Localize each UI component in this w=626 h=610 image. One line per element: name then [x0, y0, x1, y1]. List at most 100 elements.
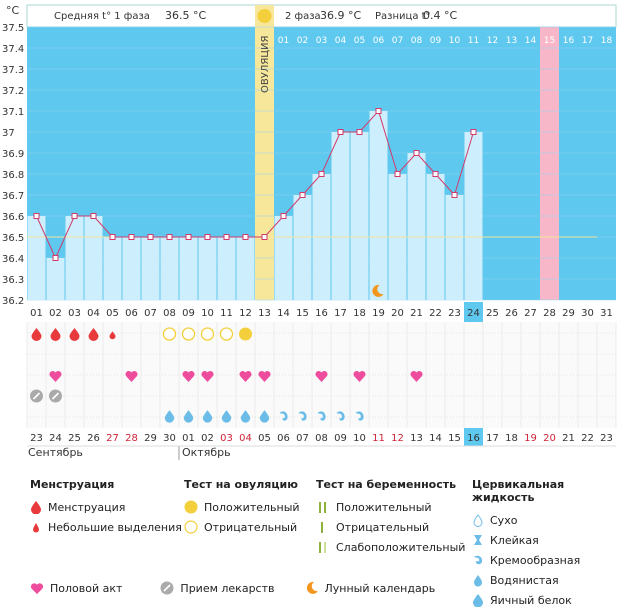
- date-label: 08: [315, 433, 328, 444]
- egg-white-drop-icon: [221, 410, 232, 423]
- ovulation-column: [255, 5, 274, 300]
- intercourse-heart-icon: [410, 370, 423, 382]
- temperature-bar: [179, 237, 198, 300]
- legend-ov-negative: Отрицательный: [204, 520, 298, 534]
- single-line-icon: [321, 522, 323, 533]
- x-tick-label: 18: [353, 308, 366, 319]
- temperature-point: [261, 234, 268, 240]
- temperature-bar: [103, 237, 122, 300]
- x-tick-label: 19: [372, 308, 385, 319]
- x-tick-label: 14: [277, 308, 290, 319]
- sun-icon: [184, 500, 198, 514]
- x-tick-label: 17: [334, 308, 347, 319]
- y-tick-label: 36.3: [2, 275, 24, 286]
- temperature-line: [36, 110, 474, 260]
- date-label-weekend: 04: [239, 433, 252, 444]
- x-tick-label: 25: [486, 308, 499, 319]
- x-tick-label: 23: [448, 308, 461, 319]
- temperature-bar: [350, 132, 369, 300]
- legend-ov-title: Тест на овуляцию: [184, 478, 298, 491]
- x-tick-label: 02: [49, 308, 62, 319]
- temperature-point: [204, 234, 211, 240]
- temperature-bar: [122, 237, 141, 300]
- moon-icon: [372, 284, 384, 297]
- temperature-bar: [198, 237, 217, 300]
- egg-white-drop-icon: [240, 410, 251, 423]
- date-label: 26: [87, 433, 100, 444]
- top-tick-label: 14: [525, 36, 537, 46]
- x-tick-label: 11: [220, 308, 233, 319]
- date-label: 16: [467, 433, 480, 444]
- watery-icon: [355, 411, 364, 421]
- top-tick-label: 06: [373, 36, 385, 46]
- top-tick-label: 10: [449, 36, 461, 46]
- legend-spotting-label: Небольшие выделения: [48, 520, 182, 534]
- date-label: 21: [562, 433, 575, 444]
- date-label: 23: [600, 433, 613, 444]
- y-tick-label: 37.2: [2, 86, 24, 97]
- date-label-weekend: 28: [125, 433, 138, 444]
- y-tick-label: 36.6: [2, 212, 24, 223]
- intercourse-heart-icon: [182, 370, 195, 382]
- date-label-weekend: 12: [391, 433, 404, 444]
- expected-period-column: [540, 27, 559, 300]
- temperature-point: [413, 150, 420, 156]
- watery-icon: [298, 411, 307, 421]
- temperature-bar: [160, 237, 179, 300]
- temperature-bar: [65, 216, 84, 300]
- temperature-point: [33, 213, 40, 219]
- temperature-point: [470, 129, 477, 135]
- top-tick-label: 12: [487, 36, 498, 46]
- ovulation-sun-icon: [257, 9, 272, 23]
- today-date-marker: [464, 428, 483, 446]
- date-label: 06: [277, 433, 290, 444]
- diff-value: 0.4 °C: [423, 9, 457, 22]
- y-tick-label: 37: [2, 128, 15, 139]
- x-tick-label: 31: [600, 308, 613, 319]
- temperature-point: [280, 213, 287, 219]
- ov-test-negative-icon: [181, 327, 196, 341]
- temperature-point: [147, 234, 154, 240]
- x-tick-label: 29: [562, 308, 575, 319]
- intercourse-heart-icon: [315, 370, 328, 382]
- x-tick-label: 21: [410, 308, 423, 319]
- intercourse-heart-icon: [239, 370, 252, 382]
- intercourse-heart-icon: [49, 370, 62, 382]
- date-label: 29: [144, 433, 157, 444]
- temperature-bar: [236, 237, 255, 300]
- watery-icon: [317, 411, 326, 421]
- temperature-point: [318, 171, 325, 177]
- x-tick-label: 20: [391, 308, 404, 319]
- y-tick-label: 36.7: [2, 191, 24, 202]
- legend-preg-negative: Отрицательный: [336, 520, 430, 534]
- x-tick-label: 09: [182, 308, 195, 319]
- temperature-point: [185, 234, 192, 240]
- legend-cerv-eggwhite: Яичный белок: [490, 593, 572, 607]
- phase1-label: Средняя t° 1 фаза: [54, 11, 150, 22]
- phase1-value: 36.5 °C: [165, 9, 206, 22]
- date-label: 23: [30, 433, 43, 444]
- x-tick-label: 26: [505, 308, 518, 319]
- temperature-point: [337, 129, 344, 135]
- temperature-bar: [274, 216, 293, 300]
- temperature-point: [375, 108, 382, 114]
- temperature-point: [128, 234, 135, 240]
- menstruation-drop-icon: [50, 328, 61, 342]
- top-tick-label: 04: [335, 36, 347, 46]
- watery-drop-icon: [474, 575, 482, 587]
- legend-menstruation-label: Менструация: [48, 500, 126, 514]
- y-tick-label: 37.3: [2, 65, 24, 76]
- x-tick-label: 01: [30, 308, 43, 319]
- legend-preg-positive: Положительный: [336, 500, 432, 514]
- x-tick-label: 06: [125, 308, 138, 319]
- date-label-weekend: 11: [372, 433, 385, 444]
- bbt-chart: 36.2 36.3 36.4 36.5 36.6 36.7 36.8 36.9 37 37.1 37…: [2, 4, 617, 460]
- date-label: 17: [486, 433, 499, 444]
- x-tick-label: 04: [87, 308, 100, 319]
- medication-pill-stroke: [51, 392, 60, 400]
- x-tick-label: 07: [144, 308, 157, 319]
- spotting-drop-icon: [109, 331, 116, 340]
- temperature-bar: [141, 237, 160, 300]
- date-label: 30: [163, 433, 176, 444]
- pill-icon: [160, 581, 174, 595]
